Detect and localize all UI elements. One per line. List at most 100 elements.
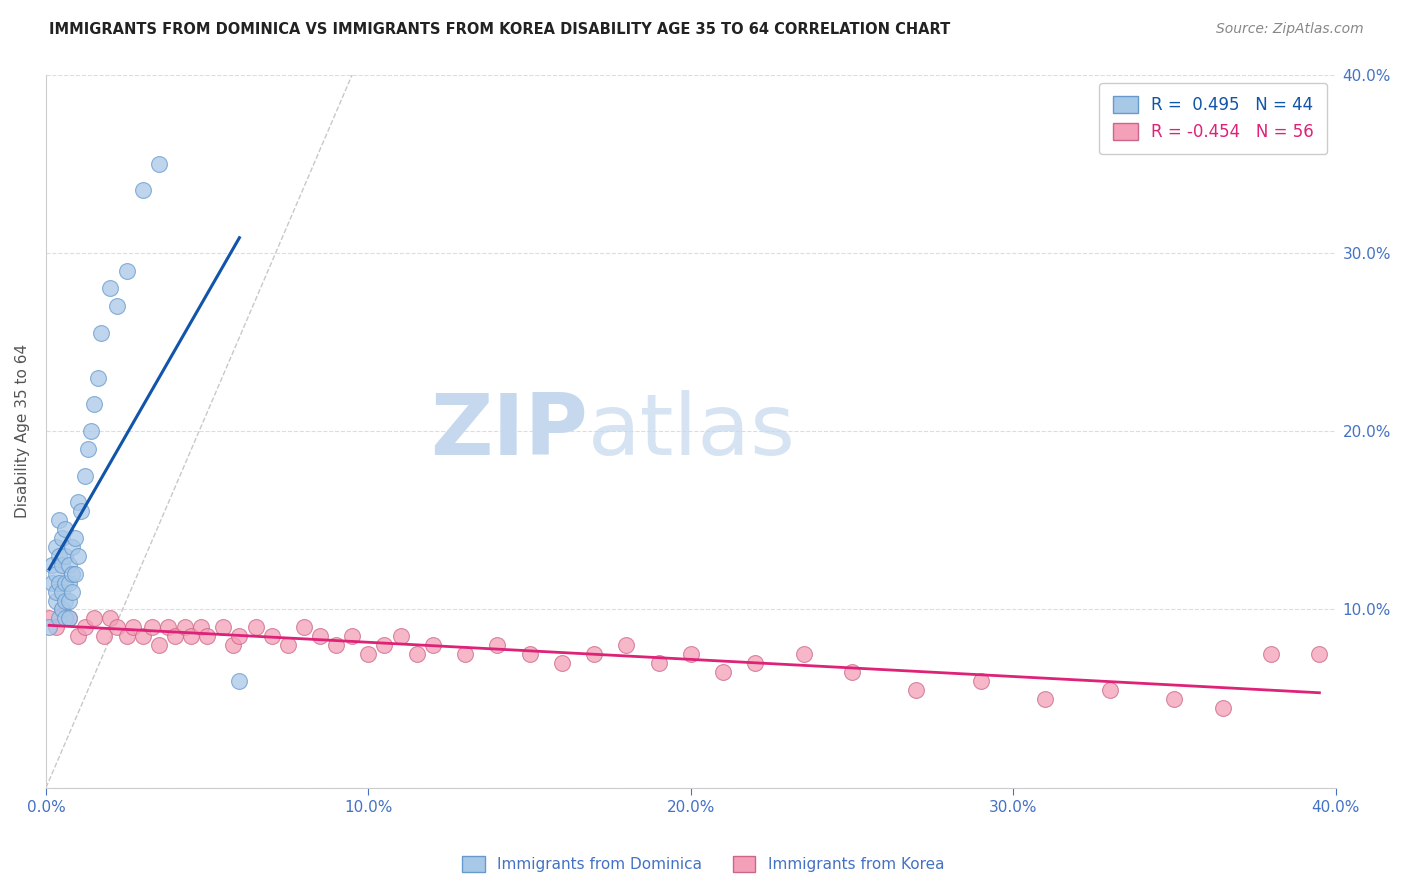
- Text: ZIP: ZIP: [430, 390, 588, 473]
- Point: [38, 611, 60, 625]
- Point: [73, 620, 96, 634]
- Point: [647, 656, 669, 670]
- Point: [51, 602, 73, 616]
- Point: [277, 638, 299, 652]
- Point: [105, 299, 128, 313]
- Point: [60, 566, 83, 581]
- Point: [67, 495, 90, 509]
- Point: [51, 584, 73, 599]
- Point: [212, 620, 235, 634]
- Text: atlas: atlas: [588, 390, 796, 473]
- Point: [970, 673, 993, 688]
- Point: [73, 468, 96, 483]
- Point: [41, 558, 63, 572]
- Point: [48, 575, 70, 590]
- Point: [131, 183, 153, 197]
- Point: [292, 620, 315, 634]
- Point: [90, 326, 112, 340]
- Point: [67, 629, 90, 643]
- Point: [519, 647, 541, 661]
- Point: [141, 620, 163, 634]
- Point: [357, 647, 380, 661]
- Point: [100, 611, 122, 625]
- Point: [53, 575, 76, 590]
- Point: [53, 593, 76, 607]
- Point: [905, 682, 928, 697]
- Point: [260, 629, 283, 643]
- Point: [115, 263, 138, 277]
- Point: [1212, 700, 1234, 714]
- Point: [67, 549, 90, 563]
- Point: [148, 156, 170, 170]
- Point: [1163, 691, 1185, 706]
- Text: Source: ZipAtlas.com: Source: ZipAtlas.com: [1216, 22, 1364, 37]
- Point: [53, 522, 76, 536]
- Point: [83, 397, 105, 411]
- Point: [86, 370, 108, 384]
- Point: [131, 629, 153, 643]
- Point: [793, 647, 815, 661]
- Text: IMMIGRANTS FROM DOMINICA VS IMMIGRANTS FROM KOREA DISABILITY AGE 35 TO 64 CORREL: IMMIGRANTS FROM DOMINICA VS IMMIGRANTS F…: [49, 22, 950, 37]
- Point: [122, 620, 145, 634]
- Point: [228, 673, 250, 688]
- Point: [60, 540, 83, 554]
- Point: [45, 566, 67, 581]
- Point: [245, 620, 267, 634]
- Point: [1308, 647, 1330, 661]
- Point: [583, 647, 606, 661]
- Point: [180, 629, 202, 643]
- Point: [45, 593, 67, 607]
- Point: [173, 620, 195, 634]
- Point: [190, 620, 212, 634]
- Point: [309, 629, 332, 643]
- Point: [45, 540, 67, 554]
- Point: [1098, 682, 1121, 697]
- Point: [58, 575, 80, 590]
- Point: [63, 566, 86, 581]
- Point: [63, 531, 86, 545]
- Point: [53, 611, 76, 625]
- Point: [148, 638, 170, 652]
- Point: [48, 549, 70, 563]
- Point: [45, 584, 67, 599]
- Point: [422, 638, 444, 652]
- Point: [70, 504, 93, 518]
- Point: [195, 629, 218, 643]
- Point: [41, 575, 63, 590]
- Point: [373, 638, 395, 652]
- Point: [157, 620, 180, 634]
- Point: [342, 629, 364, 643]
- Point: [405, 647, 427, 661]
- Point: [93, 629, 115, 643]
- Point: [222, 638, 245, 652]
- Point: [51, 558, 73, 572]
- Point: [58, 558, 80, 572]
- Point: [115, 629, 138, 643]
- Point: [711, 665, 734, 679]
- Point: [100, 281, 122, 295]
- Point: [551, 656, 574, 670]
- Y-axis label: Disability Age 35 to 64: Disability Age 35 to 64: [15, 344, 30, 518]
- Point: [841, 665, 863, 679]
- Point: [614, 638, 637, 652]
- Point: [83, 611, 105, 625]
- Point: [58, 593, 80, 607]
- Point: [163, 629, 186, 643]
- Point: [51, 602, 73, 616]
- Legend: Immigrants from Dominica, Immigrants from Korea: Immigrants from Dominica, Immigrants fro…: [454, 848, 952, 880]
- Point: [45, 620, 67, 634]
- Point: [679, 647, 702, 661]
- Point: [105, 620, 128, 634]
- Point: [48, 513, 70, 527]
- Point: [77, 442, 100, 456]
- Legend: R =  0.495   N = 44, R = -0.454   N = 56: R = 0.495 N = 44, R = -0.454 N = 56: [1099, 83, 1327, 154]
- Point: [1035, 691, 1057, 706]
- Point: [38, 620, 60, 634]
- Point: [58, 611, 80, 625]
- Point: [51, 531, 73, 545]
- Point: [228, 629, 250, 643]
- Point: [58, 611, 80, 625]
- Point: [60, 584, 83, 599]
- Point: [486, 638, 509, 652]
- Point: [389, 629, 412, 643]
